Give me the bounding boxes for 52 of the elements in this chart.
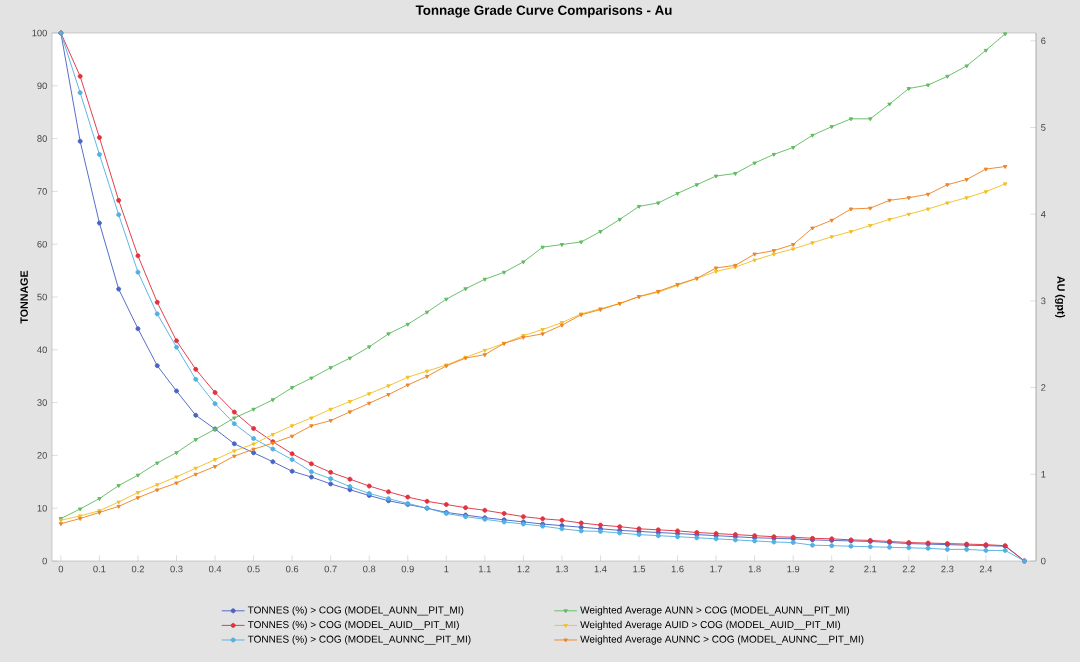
x-tick-label: 2.4: [979, 565, 993, 573]
x-tick-label: 0.8: [363, 565, 376, 573]
legend-label: Weighted Average AUID > COG (MODEL_AUID__PIT_MI): [580, 620, 841, 631]
y-tick-label: 100: [32, 29, 47, 37]
y-tick-label: 10: [37, 504, 47, 512]
x-tick-label: 0.5: [247, 565, 260, 573]
y-tick-label: 40: [37, 346, 47, 354]
y2-tick-label: 3: [1041, 297, 1046, 305]
y-tick-label: 70: [37, 188, 47, 195]
y-tick-label: 90: [37, 82, 47, 90]
y2-tick-label: 4: [1040, 210, 1046, 218]
y-tick-label: 80: [37, 135, 47, 142]
x-tick-label: 1.9: [787, 565, 800, 573]
x-tick-label: 1.4: [594, 565, 607, 573]
x-tick-label: 0.9: [401, 565, 414, 573]
x-tick-label: 0.2: [131, 565, 144, 573]
x-tick-label: 1.7: [710, 565, 723, 573]
y2-tick-label: 5: [1041, 124, 1046, 131]
x-tick-label: 1.3: [556, 565, 568, 573]
chart-title: Tonnage Grade Curve Comparisons - Au: [415, 5, 672, 18]
x-tick-label: 0.4: [208, 565, 222, 573]
legend-label: TONNES (%) > COG (MODEL_AUNN__PIT_MI): [247, 606, 464, 616]
x-tick-label: 0.3: [170, 565, 183, 573]
x-tick-label: 1.6: [671, 565, 684, 573]
x-tick-label: 2.3: [941, 565, 954, 573]
x-tick-label: 1.8: [748, 565, 761, 573]
x-tick-label: 1: [444, 565, 449, 573]
legend-label: Weighted Average AUNN > COG (MODEL_AUNN__PIT_MI): [580, 606, 849, 616]
x-tick-label: 0: [58, 565, 64, 573]
x-tick-label: 1.5: [633, 565, 646, 573]
legend-label: TONNES (%) > COG (MODEL_AUNNC__PIT_MI): [247, 635, 471, 645]
legend-label: TONNES (%) > COG (MODEL_AUID__PIT_MI): [247, 620, 459, 631]
y2-tick-label: 0: [1041, 557, 1046, 565]
x-tick-label: 2.1: [864, 565, 877, 573]
y2-axis-title: AU (gpt): [1055, 276, 1066, 318]
y-tick-label: 30: [37, 399, 47, 406]
y-axis-title: TONNAGE: [20, 270, 28, 324]
x-tick-label: 0.1: [93, 565, 106, 573]
y-tick-label: 50: [37, 293, 47, 301]
y-tick-label: 0: [42, 557, 47, 565]
y2-tick-label: 1: [1041, 471, 1046, 478]
x-tick-label: 2.2: [902, 565, 915, 573]
y2-tick-label: 2: [1041, 384, 1046, 391]
y-tick-label: 20: [37, 452, 47, 459]
x-tick-label: 1.2: [517, 565, 530, 573]
y2-tick-label: 6: [1041, 37, 1046, 45]
x-tick-label: 0.7: [324, 565, 337, 573]
y-tick-label: 60: [37, 240, 47, 248]
legend-label: Weighted Average AUNNC > COG (MODEL_AUNNC__PIT_MI): [580, 635, 864, 645]
x-tick-label: 2: [829, 565, 834, 573]
x-tick-label: 0.6: [286, 565, 299, 573]
x-tick-label: 1.1: [479, 565, 491, 573]
